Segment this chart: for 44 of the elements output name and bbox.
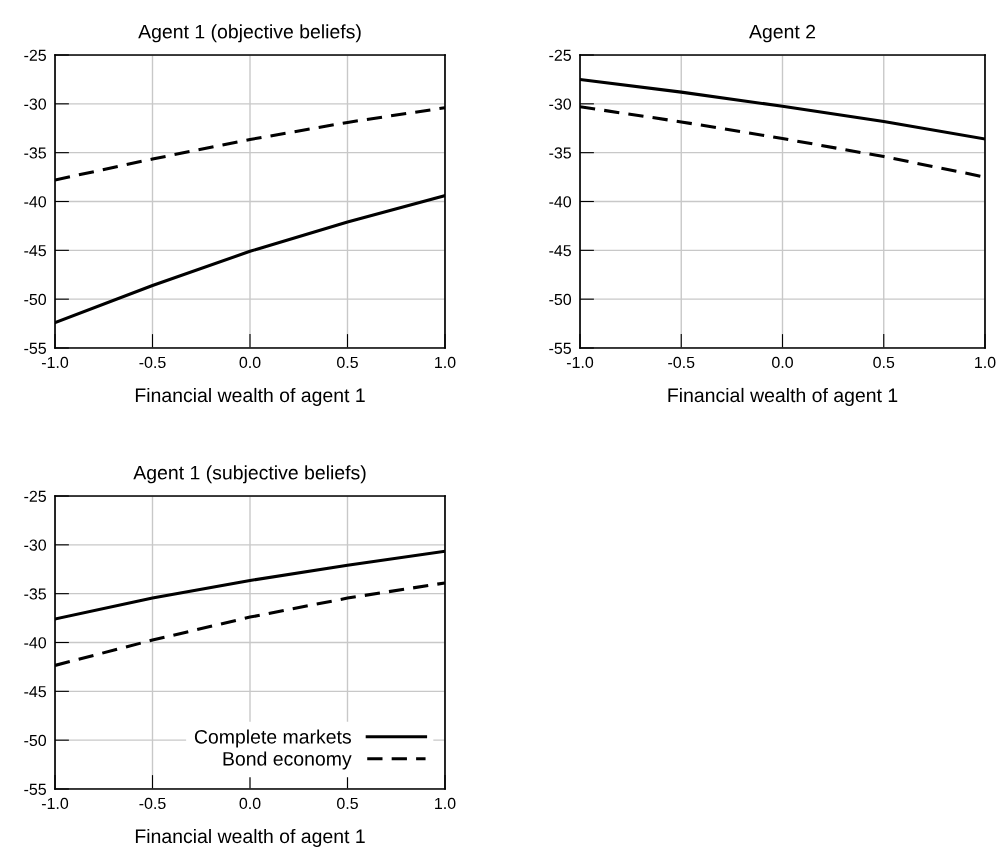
x-tick-label: 0.0	[772, 356, 793, 369]
chart-title: Agent 2	[749, 24, 816, 43]
y-tick-label: -55	[549, 342, 571, 354]
legend-label: Bond economy	[223, 751, 352, 770]
x-axis-title: Financial wealth of agent 1	[135, 828, 365, 848]
y-tick-label: -30	[24, 98, 47, 110]
legend-label: Complete markets	[194, 729, 351, 748]
y-tick-label: -45	[549, 245, 571, 257]
y-tick-label: -40	[24, 637, 47, 649]
x-axis-title: Financial wealth of agent 1	[135, 387, 365, 407]
y-tick-label: -50	[24, 734, 47, 747]
y-tick-label: -50	[549, 293, 572, 306]
x-tick-label: 0.0	[239, 356, 261, 369]
x-tick-label: 0.0	[239, 797, 261, 810]
x-tick-label: 0.5	[337, 356, 358, 369]
x-tick-label: 0.5	[873, 356, 895, 369]
x-tick-label: -0.5	[668, 356, 695, 369]
y-tick-label: -35	[24, 147, 46, 159]
x-tick-label: 0.5	[337, 797, 358, 810]
chart-title: Agent 1 (objective beliefs)	[138, 24, 361, 43]
x-tick-label: 1.0	[435, 797, 456, 810]
y-tick-label: -25	[24, 490, 46, 502]
x-tick-label: -0.5	[139, 356, 166, 369]
y-tick-label: -30	[549, 98, 572, 110]
y-tick-label: -35	[549, 147, 571, 159]
y-tick-label: -45	[24, 245, 46, 257]
y-tick-label: -55	[24, 342, 46, 354]
chart-title: Agent 1 (subjective beliefs)	[133, 465, 366, 484]
y-tick-label: -50	[24, 293, 47, 306]
x-tick-label: 1.0	[975, 356, 996, 369]
y-tick-label: -55	[24, 783, 46, 795]
y-tick-label: -40	[24, 196, 47, 208]
x-tick-label: -1.0	[41, 356, 69, 369]
y-tick-label: -45	[24, 686, 46, 698]
x-tick-label: 1.0	[435, 356, 456, 369]
x-axis-title: Financial wealth of agent 1	[668, 387, 898, 407]
y-tick-label: -25	[549, 49, 571, 61]
x-tick-label: -1.0	[41, 797, 69, 810]
y-tick-label: -40	[549, 196, 572, 208]
y-tick-label: -25	[24, 49, 46, 61]
x-tick-label: -1.0	[566, 356, 594, 369]
x-tick-label: -0.5	[139, 797, 166, 810]
y-tick-label: -30	[24, 539, 47, 551]
y-tick-label: -35	[24, 588, 46, 600]
